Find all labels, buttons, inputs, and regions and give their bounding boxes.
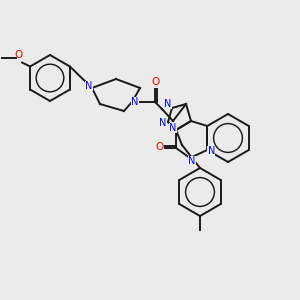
Text: N: N bbox=[188, 156, 196, 166]
Text: N: N bbox=[164, 99, 172, 109]
Text: O: O bbox=[155, 142, 163, 152]
Text: O: O bbox=[152, 77, 160, 87]
Text: O: O bbox=[14, 50, 22, 61]
Text: N: N bbox=[159, 118, 167, 128]
Text: N: N bbox=[131, 97, 139, 107]
Text: N: N bbox=[208, 146, 215, 156]
Text: N: N bbox=[85, 81, 93, 91]
Text: N: N bbox=[169, 123, 177, 133]
